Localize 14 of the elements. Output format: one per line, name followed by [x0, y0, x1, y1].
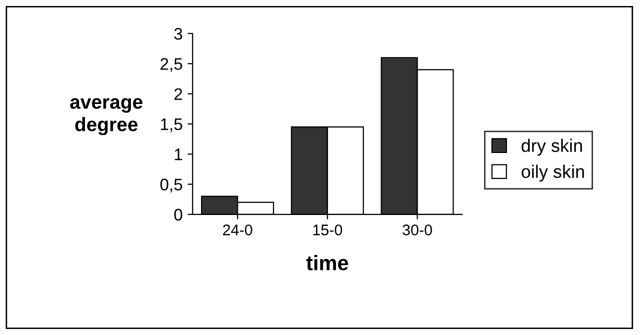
y-tick-label: 2,5: [160, 58, 182, 72]
x-tick-label: 15-0: [313, 224, 342, 236]
x-tick-label: 30-0: [402, 224, 432, 236]
y-tick-label: 2: [174, 88, 182, 100]
y-tick-label: 1,5: [160, 118, 182, 132]
y-axis-title: average degree: [70, 98, 142, 136]
y-tick-label: 3: [174, 28, 182, 40]
y-tick-label: 0,5: [160, 178, 182, 192]
x-axis-title: time: [306, 255, 348, 270]
y-tick-label: 1: [174, 148, 182, 160]
x-tick-label: 24-0: [223, 224, 252, 236]
y-tick-label: 0: [174, 208, 182, 221]
legend-label: oily skin: [522, 164, 584, 182]
legend-label: dry skin: [522, 138, 582, 156]
